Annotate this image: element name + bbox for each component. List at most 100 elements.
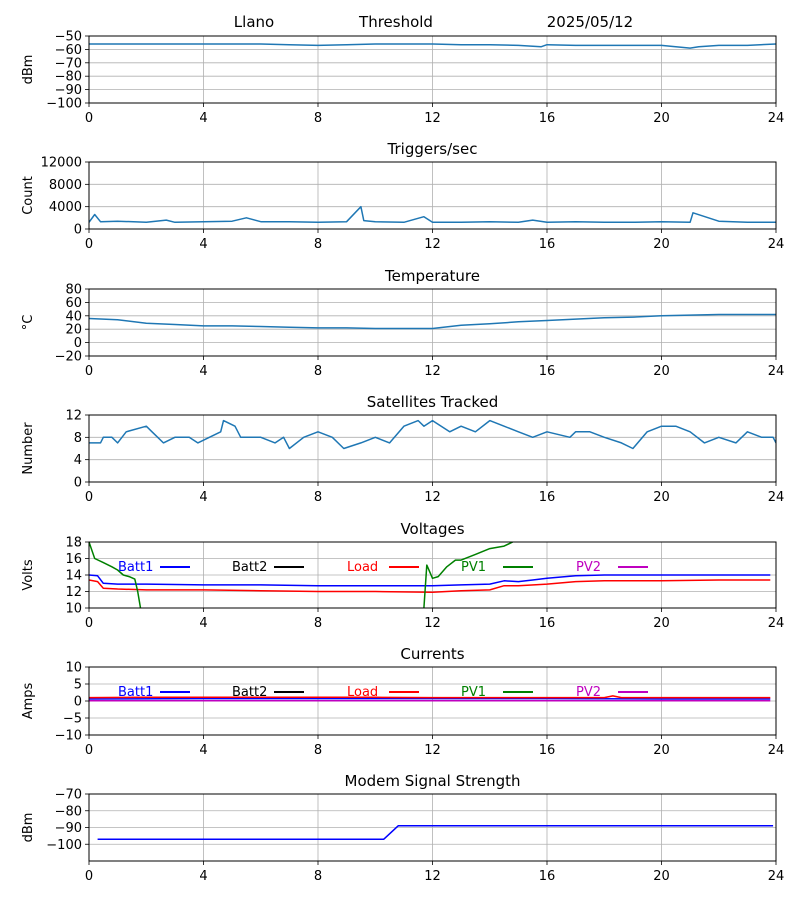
y-tick-label: −90: [55, 83, 82, 98]
x-tick-label: 0: [85, 364, 93, 379]
y-axis-label: Volts: [21, 559, 36, 591]
panel-title: Voltages: [400, 520, 464, 538]
panel-threshold: 0 4 8 12 16 20 24 −100−90−80−70−60−50 dBm: [21, 30, 784, 127]
legend-label-load: Load: [347, 685, 378, 700]
x-tick-label: 8: [314, 111, 322, 126]
x-tick-label: 16: [539, 237, 556, 252]
x-tick-label: 8: [314, 237, 322, 252]
x-tick-label: 4: [199, 490, 207, 505]
panel-satellites: Satellites Tracked 0 4 8 12 16 20 24 0 4 8 12 Number: [21, 393, 784, 505]
x-tick-label: 8: [314, 616, 322, 631]
y-tick-label: −90: [55, 821, 82, 836]
x-tick-label: 20: [653, 743, 670, 758]
y-tick-label: 20: [65, 323, 82, 338]
series-line-load: [89, 579, 771, 594]
legend-label-batt2: Batt2: [232, 560, 267, 575]
y-tick-label: 12: [65, 585, 82, 600]
series-line-satellites: [89, 419, 776, 450]
x-tick-label: 4: [199, 743, 207, 758]
legend-label-pv1: PV1: [461, 560, 486, 575]
series-group: [97, 825, 774, 840]
x-tick-label: 20: [653, 869, 670, 884]
series-line-pv1: [423, 542, 514, 608]
legend-label-pv2: PV2: [576, 685, 601, 700]
x-tick-label: 16: [539, 490, 556, 505]
y-tick-label: 5: [74, 678, 82, 693]
header-station: Llano: [234, 13, 274, 31]
y-tick-label: 10: [65, 661, 82, 676]
legend-label-pv2: PV2: [576, 560, 601, 575]
y-tick-label: −100: [46, 97, 82, 112]
series-line-threshold: [89, 43, 776, 49]
series-group: [89, 43, 776, 49]
y-axis-label: °C: [21, 315, 36, 331]
y-tick-label: 80: [65, 283, 82, 298]
y-axis-label: Count: [21, 176, 36, 215]
panels: 0 4 8 12 16 20 24−100−90−80−70−60−50dBmTrigger…: [21, 30, 784, 885]
y-tick-label: −50: [55, 30, 82, 45]
x-tick-label: 0: [85, 490, 93, 505]
x-tick-label: 20: [653, 364, 670, 379]
series-group: [89, 313, 776, 330]
x-tick-label: 16: [539, 364, 556, 379]
x-tick-label: 12: [424, 869, 441, 884]
y-tick-label: 0: [74, 336, 82, 351]
y-tick-label: 18: [65, 536, 82, 551]
legend-label-pv1: PV1: [461, 685, 486, 700]
x-tick-label: 24: [768, 490, 785, 505]
y-tick-label: 10: [65, 602, 82, 617]
x-tick-label: 0: [85, 743, 93, 758]
x-tick-label: 16: [539, 616, 556, 631]
panel-title: Temperature: [384, 267, 480, 285]
x-tick-label: 24: [768, 743, 785, 758]
x-tick-label: 24: [768, 616, 785, 631]
x-tick-label: 0: [85, 111, 93, 126]
x-tick-label: 16: [539, 869, 556, 884]
legend: Batt1 Batt2 Load PV1 PV2: [118, 560, 648, 575]
panel-title: Currents: [400, 645, 464, 663]
y-tick-label: 0: [74, 223, 82, 238]
x-tick-label: 16: [539, 743, 556, 758]
x-tick-label: 4: [199, 364, 207, 379]
x-tick-label: 8: [314, 743, 322, 758]
panel-modem: Modem Signal Strength 0 4 8 12 16 20 24 −100 −90 −…: [21, 772, 784, 884]
y-axis-label: Amps: [21, 682, 36, 719]
x-tick-label: 12: [424, 111, 441, 126]
y-tick-label: −70: [55, 56, 82, 71]
series-line-triggers: [89, 205, 776, 224]
x-tick-label: 12: [424, 616, 441, 631]
x-tick-label: 8: [314, 364, 322, 379]
y-tick-label: 16: [65, 552, 82, 567]
y-axis-label: dBm: [21, 55, 36, 85]
series-line-modem: [97, 825, 774, 840]
x-tick-label: 20: [653, 237, 670, 252]
y-axis-label: dBm: [21, 813, 36, 843]
x-tick-label: 4: [199, 237, 207, 252]
legend-label-batt2: Batt2: [232, 685, 267, 700]
series-line-batt1: [89, 574, 771, 587]
y-tick-label: −70: [55, 788, 82, 803]
x-tick-label: 0: [85, 237, 93, 252]
x-tick-label: 20: [653, 490, 670, 505]
x-tick-label: 4: [199, 869, 207, 884]
x-tick-label: 12: [424, 490, 441, 505]
x-tick-label: 8: [314, 490, 322, 505]
y-tick-label: 40: [65, 309, 82, 324]
header: Llano Threshold 2025/05/12: [234, 13, 633, 31]
y-axis-label: Number: [21, 422, 36, 475]
series-line-load: [89, 695, 771, 699]
x-tick-label: 24: [768, 869, 785, 884]
series-line-pv1: [89, 542, 142, 608]
y-tick-label: 4: [74, 453, 82, 468]
panel-title: Modem Signal Strength: [345, 772, 521, 790]
y-tick-label: 0: [74, 476, 82, 491]
legend-label-batt1: Batt1: [118, 685, 153, 700]
x-tick-label: 8: [314, 869, 322, 884]
y-tick-label: −20: [55, 350, 82, 365]
y-tick-label: −80: [55, 804, 82, 819]
x-tick-label: 12: [424, 237, 441, 252]
